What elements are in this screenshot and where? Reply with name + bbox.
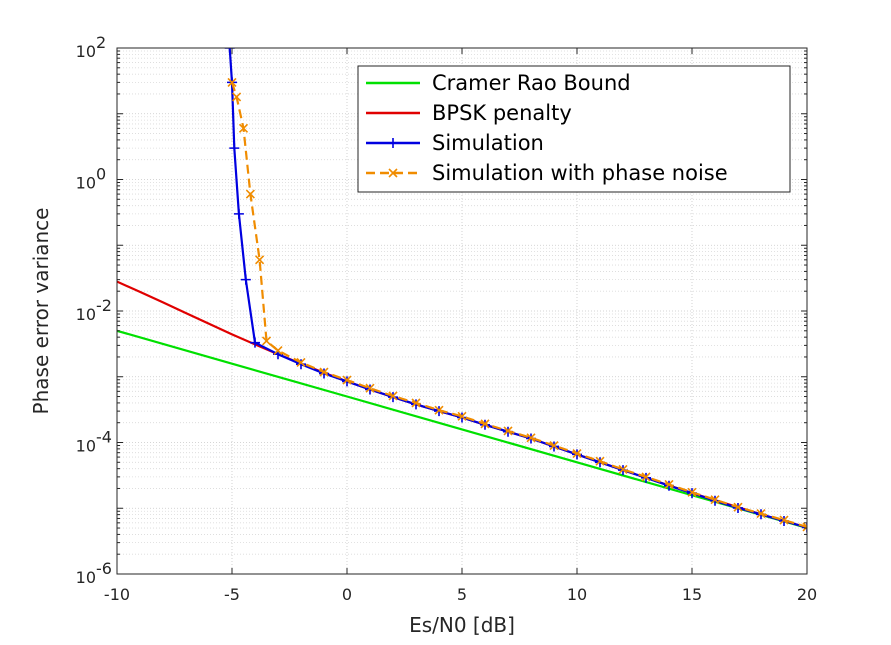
series-marker (411, 398, 421, 408)
series-marker (618, 464, 628, 474)
series-simulation-with-phase-noise (227, 77, 807, 532)
series-marker (233, 208, 244, 219)
x-tick-label: 10 (567, 585, 587, 604)
series-marker (342, 375, 352, 385)
series-marker (227, 77, 237, 87)
x-axis-label: Es/N0 [dB] (409, 613, 515, 637)
y-tick-base: 10 (76, 437, 96, 456)
legend-item: Simulation (366, 131, 544, 155)
y-tick-base: 10 (76, 568, 96, 587)
series-clip-group (117, 48, 807, 533)
y-tick-exponent: 0 (96, 165, 106, 184)
series-marker (388, 168, 398, 178)
series-marker (595, 456, 605, 466)
y-tick-base: 10 (76, 174, 96, 193)
series-marker (255, 255, 265, 265)
series-marker (224, 48, 235, 53)
series-marker (480, 419, 490, 429)
series-marker (240, 274, 251, 285)
legend-item: Cramer Rao Bound (366, 71, 631, 95)
series-marker (503, 426, 513, 436)
y-tick-label: 10 -4 (76, 428, 112, 456)
legend-items: Cramer Rao Bound BPSK penalty Simulation Si… (366, 71, 728, 185)
y-tick-label: 10 -2 (76, 296, 112, 324)
legend-box (357, 65, 791, 193)
x-tick-label: 15 (682, 585, 702, 604)
series-marker (245, 189, 255, 199)
series-marker (802, 522, 807, 532)
series-marker (779, 515, 789, 525)
series-marker (365, 383, 375, 393)
series-marker (664, 479, 674, 490)
series-marker (319, 367, 329, 377)
series-marker (273, 346, 283, 356)
series-marker (232, 92, 242, 102)
series-line (230, 82, 807, 528)
series-marker (457, 411, 467, 421)
legend: Cramer Rao Bound BPSK penalty Simulation Si… (357, 65, 791, 193)
x-tick-label: 20 (797, 585, 817, 604)
y-tick-label: 10 2 (76, 33, 107, 61)
y-tick-label: 10 0 (76, 165, 107, 193)
legend-label: BPSK penalty (432, 101, 572, 125)
legend-label: Simulation with phase noise (432, 161, 728, 185)
legend-label: Cramer Rao Bound (432, 71, 631, 95)
series-marker (296, 359, 306, 370)
y-tick-base: 10 (76, 42, 96, 61)
series-marker (250, 337, 260, 348)
series-marker (457, 412, 467, 423)
y-tick-exponent: -4 (96, 428, 112, 447)
series-marker (296, 357, 306, 368)
x-tick-label: 5 (457, 585, 467, 604)
series-marker (388, 391, 398, 401)
y-axis-label: Phase error variance (29, 208, 53, 415)
series-marker (687, 487, 697, 497)
y-tick-exponent: 2 (96, 33, 106, 52)
series-marker (549, 440, 559, 451)
series-marker (238, 123, 249, 133)
y-tick-exponent: -2 (96, 296, 112, 315)
series-layer (117, 48, 807, 533)
y-tick-label: 10 -6 (76, 559, 112, 587)
legend-item: Simulation with phase noise (366, 161, 728, 185)
series-marker (526, 433, 536, 443)
series-marker (261, 336, 272, 346)
series-marker (388, 138, 398, 148)
legend-item: BPSK penalty (366, 101, 572, 125)
series-marker (710, 495, 720, 505)
x-tick-labels: -10 -5 0 5 10 15 20 (104, 585, 817, 604)
series-marker (229, 143, 240, 154)
legend-label: Simulation (432, 131, 544, 155)
ticks (116, 47, 808, 575)
x-tick-label: -10 (104, 585, 130, 604)
x-tick-label: 0 (342, 585, 352, 604)
series-marker (572, 448, 582, 459)
y-tick-base: 10 (76, 305, 96, 324)
x-tick-label: -5 (224, 585, 240, 604)
y-tick-exponent: -6 (96, 559, 112, 578)
series-marker (733, 502, 743, 512)
series-marker (756, 509, 766, 519)
series-marker (641, 472, 651, 482)
series-marker (802, 522, 807, 533)
series-marker (434, 405, 444, 415)
